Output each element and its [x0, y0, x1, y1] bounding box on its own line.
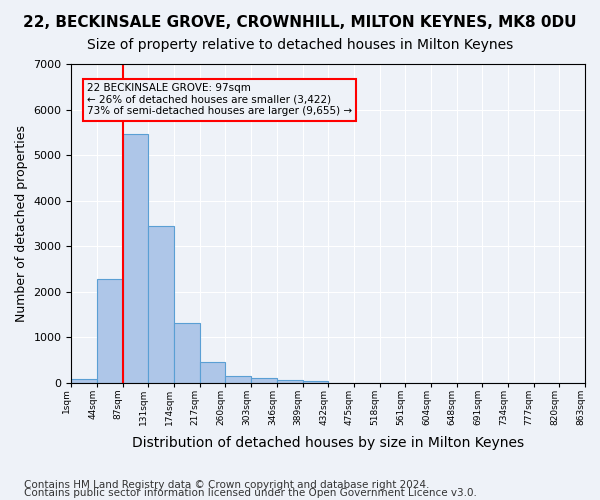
- Text: Size of property relative to detached houses in Milton Keynes: Size of property relative to detached ho…: [87, 38, 513, 52]
- Bar: [174, 324, 200, 383]
- Bar: [302, 381, 328, 383]
- X-axis label: Distribution of detached houses by size in Milton Keynes: Distribution of detached houses by size …: [132, 436, 524, 450]
- Bar: [71, 380, 97, 383]
- Y-axis label: Number of detached properties: Number of detached properties: [15, 125, 28, 322]
- Bar: [148, 226, 174, 383]
- Text: Contains public sector information licensed under the Open Government Licence v3: Contains public sector information licen…: [24, 488, 477, 498]
- Bar: [251, 378, 277, 383]
- Text: 22, BECKINSALE GROVE, CROWNHILL, MILTON KEYNES, MK8 0DU: 22, BECKINSALE GROVE, CROWNHILL, MILTON …: [23, 15, 577, 30]
- Bar: [123, 134, 148, 383]
- Text: 22 BECKINSALE GROVE: 97sqm
← 26% of detached houses are smaller (3,422)
73% of s: 22 BECKINSALE GROVE: 97sqm ← 26% of deta…: [87, 83, 352, 116]
- Text: Contains HM Land Registry data © Crown copyright and database right 2024.: Contains HM Land Registry data © Crown c…: [24, 480, 430, 490]
- Bar: [200, 362, 226, 383]
- Bar: [226, 376, 251, 383]
- Bar: [97, 279, 123, 383]
- Bar: [277, 380, 302, 383]
